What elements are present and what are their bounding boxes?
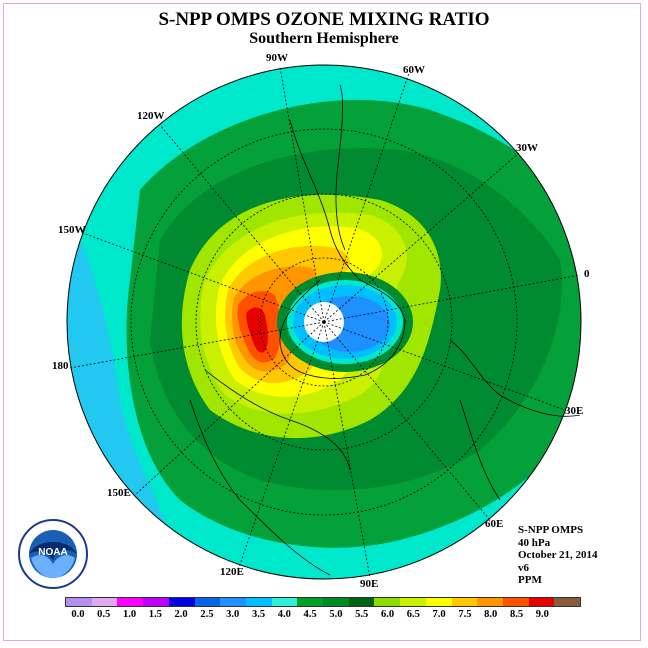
- colorbar-segment: [554, 598, 581, 606]
- colorbar-segment: [502, 598, 529, 606]
- latitude-circle-2: [195, 193, 453, 451]
- colorbar-segment: [194, 598, 221, 606]
- meridian-180: [69, 321, 325, 369]
- map-title: S-NPP OMPS OZONE MIXING RATIO: [158, 9, 490, 30]
- lon-label-120w: 120W: [137, 110, 165, 122]
- colorbar-segment: [91, 598, 118, 606]
- ross-sea-coast: [204, 369, 351, 471]
- version-label: v6: [518, 561, 529, 574]
- meridian-30e: [323, 321, 566, 411]
- coastlines: [189, 84, 581, 576]
- colorbar-segment: [323, 598, 349, 606]
- lon-label-180: 180: [52, 360, 69, 372]
- instrument-label: S-NPP OMPS: [518, 524, 584, 536]
- colorbar-segment: [374, 598, 401, 606]
- east-antarctica-coast: [449, 339, 581, 417]
- lon-label-30e: 30E: [565, 405, 584, 417]
- colorbar-tick-label: 0.5: [97, 609, 111, 620]
- colorbar-segment: [245, 598, 272, 606]
- figure-frame: [3, 3, 641, 641]
- colorbar-tick-label: 4.5: [303, 609, 317, 620]
- colorbar-segment: [400, 598, 426, 606]
- antarctic-peninsula-coast: [279, 119, 406, 379]
- metadata-block: S-NPP OMPS 40 hPa October 21, 2014 v6 PP…: [518, 524, 598, 587]
- meridian-150w: [79, 231, 325, 323]
- latitude-circle-1: [259, 257, 389, 387]
- meridian-60e: [323, 321, 491, 521]
- south-america-coast: [335, 84, 346, 251]
- colorbar: [65, 597, 581, 607]
- south-pole-marker: [322, 320, 326, 324]
- meridian-30w: [323, 151, 521, 323]
- colorbar-tick-label: 1.0: [122, 609, 137, 620]
- colorbar-segment: [425, 598, 452, 606]
- colorbar-ticks: 0.0 0.5 1.0 1.5 2.0 2.5 3.0 3.5 4.0 4.5 5.0 5.5 6.0 6…: [65, 609, 581, 623]
- lon-label-0: 0: [584, 268, 590, 280]
- meridian-60w: [323, 69, 411, 323]
- colorbar-tick-label: 2.0: [174, 609, 188, 620]
- colorbar-segment: [117, 598, 144, 606]
- meridian-90e: [323, 321, 371, 579]
- lon-label-150e: 150E: [107, 487, 131, 499]
- graticule: [69, 66, 581, 579]
- latitude-circle-3: [130, 128, 518, 516]
- colorbar-segment: [451, 598, 478, 606]
- colorbar-tick-label: 4.0: [277, 609, 291, 620]
- new-zealand-australia-coast: [189, 399, 331, 576]
- colorbar-segment: [528, 598, 555, 606]
- lon-label-120e: 120E: [220, 566, 244, 578]
- colorbar-segment: [66, 598, 92, 606]
- colorbar-tick-label: 8.0: [484, 609, 498, 620]
- colorbar-tick-label: 6.0: [380, 609, 395, 620]
- lon-label-60e: 60E: [485, 518, 504, 530]
- lon-label-90w: 90W: [266, 52, 288, 64]
- meridian-150e: [134, 321, 325, 496]
- colorbar-tick-label: 5.5: [355, 609, 369, 620]
- noaa-logo: NOAA: [18, 519, 88, 589]
- map-subtitle: Southern Hemisphere: [249, 30, 399, 47]
- ozone-level-8-5: [246, 307, 268, 353]
- colorbar-segment: [220, 598, 246, 606]
- colorbar-tick-label: 5.0: [329, 609, 343, 620]
- colorbar-segment: [477, 598, 503, 606]
- units-label: PPM: [518, 574, 542, 586]
- meridian-120w: [159, 124, 325, 323]
- colorbar-segment: [168, 598, 195, 606]
- colorbar-segment: [143, 598, 169, 606]
- date-label: October 21, 2014: [518, 549, 598, 561]
- lon-label-150w: 150W: [58, 224, 86, 236]
- colorbar-tick-label: 9.0: [535, 609, 549, 620]
- lon-label-90e: 90E: [360, 578, 379, 590]
- map-boundary: [66, 64, 582, 580]
- colorbar-tick-label: 2.5: [200, 609, 214, 620]
- colorbar-tick-label: 6.5: [406, 609, 420, 620]
- colorbar-tick-label: 7.5: [458, 609, 472, 620]
- colorbar-tick-label: 3.5: [251, 609, 266, 620]
- colorbar-tick-label: 1.5: [148, 609, 162, 620]
- colorbar-tick-label: 8.5: [509, 609, 524, 620]
- lon-label-30w: 30W: [516, 142, 538, 154]
- meridian-90w: [279, 66, 325, 323]
- lon-label-60w: 60W: [403, 64, 425, 76]
- pressure-level-label: 40 hPa: [518, 536, 551, 549]
- colorbar-tick-label: 0.0: [71, 609, 85, 620]
- noaa-logo-text: NOAA: [38, 547, 67, 558]
- colorbar-segment: [297, 598, 324, 606]
- africa-coast: [459, 399, 501, 501]
- ozone-field: [67, 65, 581, 579]
- colorbar-segment: [348, 598, 375, 606]
- meridian-0: [323, 274, 581, 323]
- colorbar-tick-label: 7.0: [432, 609, 446, 620]
- colorbar-segment: [271, 598, 298, 606]
- colorbar-tick-label: 3.0: [226, 609, 240, 620]
